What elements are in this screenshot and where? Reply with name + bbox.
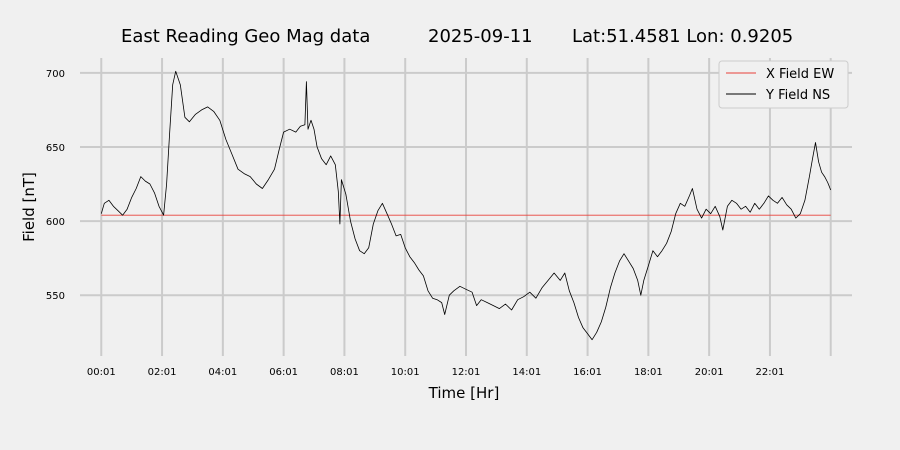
y-tick-label: 550 [46, 291, 65, 302]
x-tick-label: 22:01 [756, 367, 785, 378]
x-tick-label: 16:01 [573, 367, 602, 378]
x-tick-label: 10:01 [391, 367, 420, 378]
legend-label-x-field: X Field EW [766, 67, 834, 82]
x-tick-label: 00:01 [87, 367, 116, 378]
series-layer [100, 70, 832, 341]
chart-title-station: East Reading Geo Mag data [121, 26, 370, 47]
y-axis-label: Field [nT] [20, 172, 38, 242]
tick-layer: 00:01 02:01 04:01 06:01 08:01 10:01 12:01 14:01… [46, 69, 784, 378]
x-tick-label: 08:01 [330, 367, 359, 378]
y-tick-label: 650 [46, 143, 65, 154]
y-tick-label: 600 [46, 217, 65, 228]
x-tick-label: 18:01 [634, 367, 663, 378]
legend: X Field EW Y Field NS [718, 60, 849, 109]
x-tick-label: 20:01 [695, 367, 724, 378]
legend-label-y-field: Y Field NS [765, 88, 830, 103]
x-tick-label: 12:01 [452, 367, 481, 378]
chart-title-location: Lat:51.4581 Lon: 0.9205 [572, 26, 793, 47]
series-line-y-field-ns [100, 70, 832, 341]
x-axis-label: Time [Hr] [428, 384, 500, 402]
x-tick-label: 06:01 [269, 367, 298, 378]
y-tick-label: 700 [46, 69, 65, 80]
grid-layer [80, 58, 852, 356]
chart-title-date: 2025-09-11 [428, 26, 533, 47]
x-tick-label: 04:01 [208, 367, 237, 378]
x-tick-label: 14:01 [512, 367, 541, 378]
x-tick-label: 02:01 [148, 367, 177, 378]
